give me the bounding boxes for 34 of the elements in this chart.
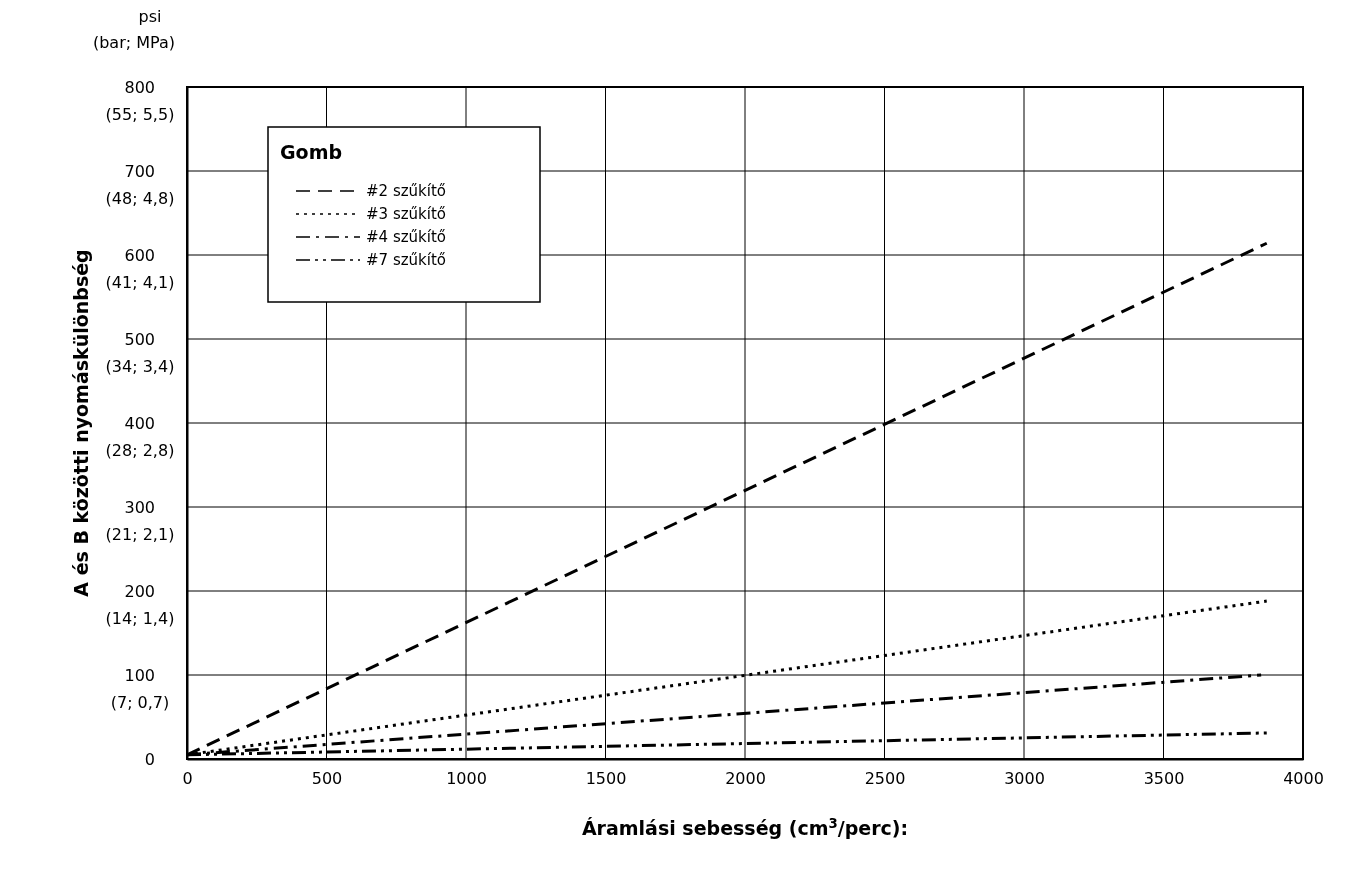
x-tick-label: 1000 xyxy=(446,769,487,789)
legend-label: #2 szűkítő xyxy=(366,182,446,200)
y-tick-label: 600 xyxy=(124,245,155,265)
x-tick-label: 2500 xyxy=(864,769,906,789)
y-tick-label: 200 xyxy=(124,581,155,601)
x-tick-label: 3000 xyxy=(1004,769,1045,789)
text: psi (bar; MPa) xyxy=(92,7,176,52)
text: (55; 5,5) xyxy=(105,104,175,124)
y-tick-label: 700 xyxy=(124,161,155,181)
x-tick-label: 3500 xyxy=(1143,769,1185,789)
text: (48; 4,8) xyxy=(105,188,175,208)
text: (41; 4,1) xyxy=(105,272,175,292)
x-tick-label: 2000 xyxy=(725,769,766,789)
x-tick-label: 500 xyxy=(311,769,343,789)
y-tick-label: 400 xyxy=(124,413,155,433)
x-axis-title: Áramlási sebesség (cm$^{3}$/perc): xyxy=(581,815,909,839)
text: (28; 2,8) xyxy=(105,440,175,460)
legend-label: #3 szűkítő xyxy=(366,205,446,223)
text: (7; 0,7) xyxy=(110,692,170,712)
y-tick-label: 500 xyxy=(124,329,155,349)
legend-title: Gomb xyxy=(280,141,343,163)
text: (14; 1,4) xyxy=(105,608,175,628)
text: (21; 2,1) xyxy=(105,524,175,544)
text: (34; 3,4) xyxy=(105,356,175,376)
y-axis-title: A és B közötti nyomáskülönbség xyxy=(70,249,92,597)
x-tick-label: 4000 xyxy=(1283,769,1324,789)
x-tick-label: 0 xyxy=(182,769,193,789)
x-tick-label: 1500 xyxy=(585,769,627,789)
legend-label: #4 szűkítő xyxy=(366,228,446,246)
y-tick-label: 800 xyxy=(124,77,155,97)
y-tick-label: 100 xyxy=(124,665,155,685)
y-tick-label: 0 xyxy=(144,749,155,769)
legend-label: #7 szűkítő xyxy=(366,251,446,269)
y-tick-label: 300 xyxy=(124,497,155,517)
